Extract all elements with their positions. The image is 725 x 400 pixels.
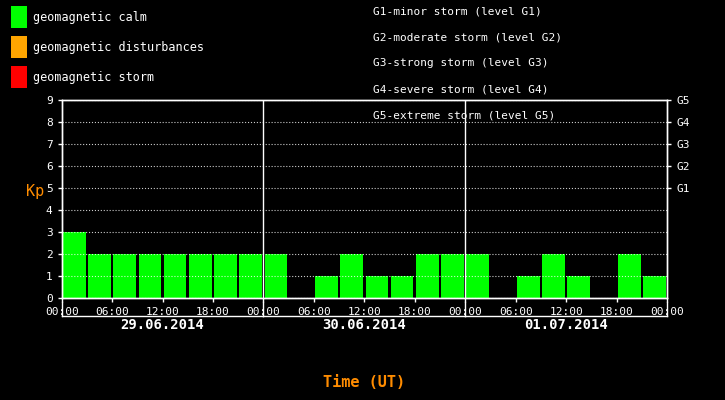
- Text: Time (UT): Time (UT): [323, 375, 405, 390]
- Bar: [265, 254, 287, 298]
- Text: 01.07.2014: 01.07.2014: [524, 318, 608, 332]
- Bar: [568, 276, 590, 298]
- Bar: [138, 254, 161, 298]
- Text: G5-extreme storm (level G5): G5-extreme storm (level G5): [373, 110, 555, 120]
- Bar: [164, 254, 186, 298]
- Bar: [442, 254, 464, 298]
- Bar: [416, 254, 439, 298]
- Bar: [618, 254, 640, 298]
- Bar: [643, 276, 666, 298]
- Bar: [239, 254, 262, 298]
- Bar: [668, 276, 691, 298]
- Bar: [365, 276, 389, 298]
- Bar: [694, 254, 716, 298]
- Text: geomagnetic disturbances: geomagnetic disturbances: [33, 40, 204, 54]
- Bar: [340, 254, 363, 298]
- Bar: [466, 254, 489, 298]
- Bar: [315, 276, 338, 298]
- Text: G4-severe storm (level G4): G4-severe storm (level G4): [373, 84, 549, 94]
- Bar: [189, 254, 212, 298]
- Bar: [214, 254, 237, 298]
- Bar: [113, 254, 136, 298]
- Text: 30.06.2014: 30.06.2014: [323, 318, 406, 332]
- Text: 29.06.2014: 29.06.2014: [120, 318, 204, 332]
- Bar: [88, 254, 111, 298]
- Bar: [63, 232, 86, 298]
- Y-axis label: Kp: Kp: [25, 184, 44, 199]
- Text: geomagnetic calm: geomagnetic calm: [33, 10, 146, 24]
- Bar: [517, 276, 539, 298]
- Text: geomagnetic storm: geomagnetic storm: [33, 70, 154, 84]
- Bar: [391, 276, 413, 298]
- Bar: [718, 254, 725, 298]
- Text: G1-minor storm (level G1): G1-minor storm (level G1): [373, 6, 542, 16]
- Text: G2-moderate storm (level G2): G2-moderate storm (level G2): [373, 32, 563, 42]
- Bar: [542, 254, 565, 298]
- Text: G3-strong storm (level G3): G3-strong storm (level G3): [373, 58, 549, 68]
